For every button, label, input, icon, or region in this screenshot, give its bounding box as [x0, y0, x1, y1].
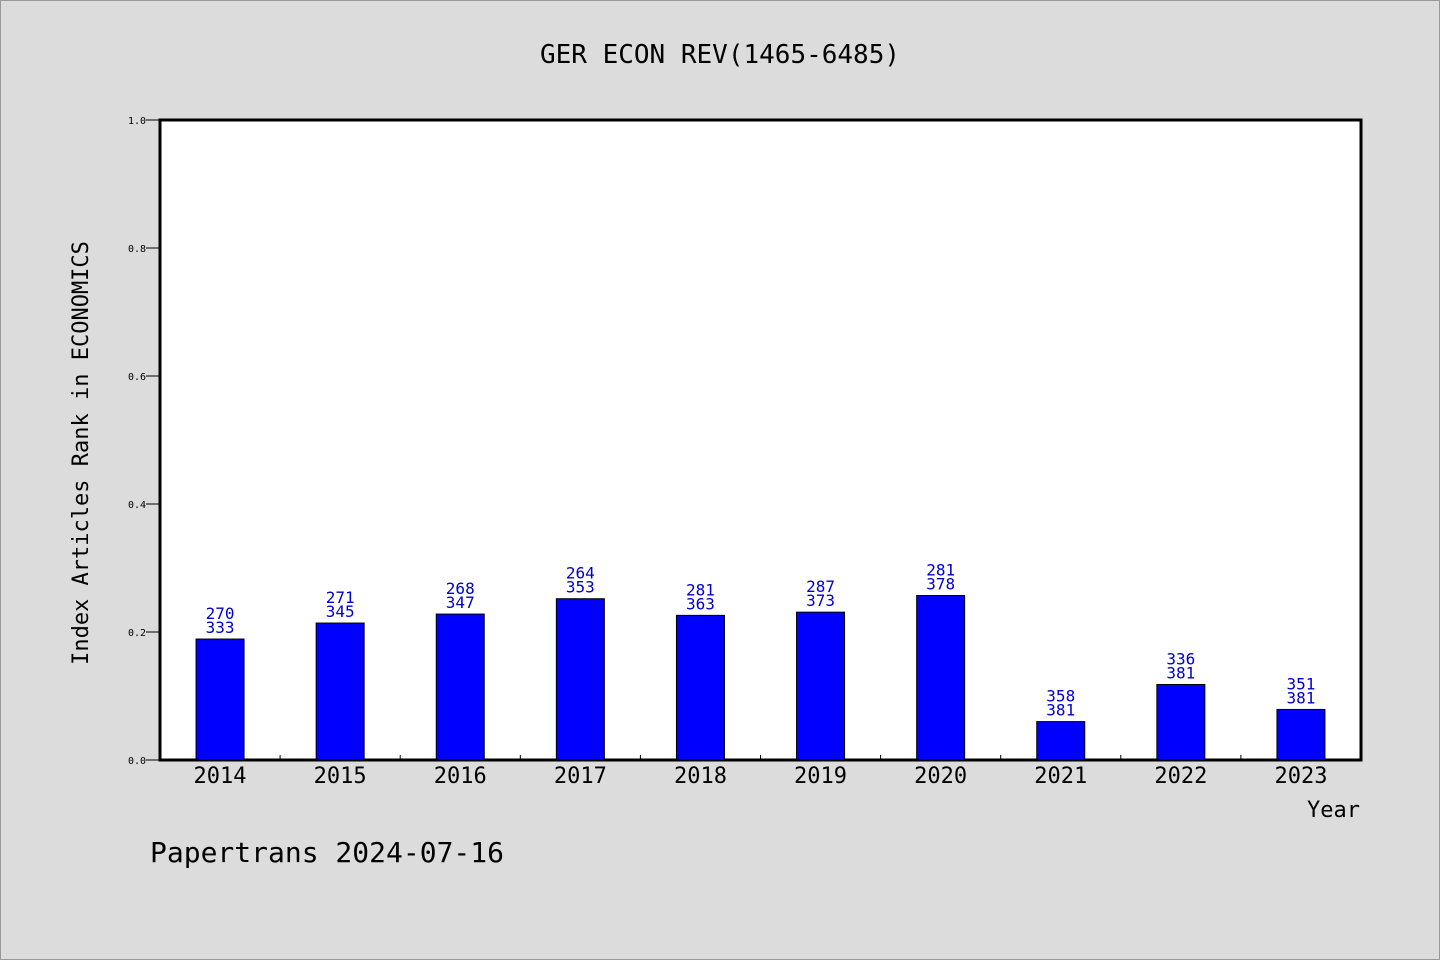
- y-tick-label: 0.4: [128, 500, 146, 511]
- bar: [555, 598, 605, 761]
- x-tick-label: 2019: [794, 764, 847, 789]
- y-axis: 0.0 0.2 0.4 0.6 0.8 1.0: [128, 116, 160, 767]
- x-tick-label: 2017: [554, 764, 607, 789]
- bar-rank-label: 358: [1046, 687, 1075, 706]
- bar-total-label: 333: [206, 618, 235, 637]
- x-tick-label: 2023: [1274, 764, 1327, 789]
- y-tick-label: 0.6: [128, 372, 146, 383]
- bar-rank-label: 270: [206, 604, 235, 623]
- bar-rank-label: 268: [446, 579, 475, 598]
- bar: [195, 638, 245, 761]
- bar: [435, 613, 485, 761]
- bar: [1156, 683, 1206, 761]
- y-tick-label: 1.0: [128, 116, 146, 127]
- bar: [315, 622, 365, 761]
- x-tick-label: 2020: [914, 764, 967, 789]
- x-tick-label: 2021: [1034, 764, 1087, 789]
- x-axis: 2014 2015 2016 2017 2018 2019 2020 2021 2022 2023: [194, 755, 1327, 789]
- bar: [675, 614, 725, 761]
- bar-total-label: 347: [446, 593, 475, 612]
- x-tick-label: 2014: [194, 764, 247, 789]
- bar-total-label: 381: [1046, 701, 1075, 720]
- x-tick-label: 2015: [314, 764, 367, 789]
- y-tick-label: 0.8: [128, 244, 146, 255]
- y-axis-label: Index Articles Rank in ECONOMICS: [69, 241, 94, 665]
- bar-total-label: 353: [566, 578, 595, 597]
- bar-total-label: 345: [326, 602, 355, 621]
- bar-rank-label: 281: [926, 561, 955, 580]
- bar-rank-label: 281: [686, 580, 715, 599]
- bar-total-label: 381: [1166, 663, 1195, 682]
- bar-rank-label: 271: [326, 588, 355, 607]
- bar-rank-label: 287: [806, 577, 835, 596]
- x-tick-label: 2018: [674, 764, 727, 789]
- chart-title: GER ECON REV(1465-6485): [540, 40, 900, 70]
- bar: [916, 595, 966, 761]
- bar-rank-label: 336: [1166, 649, 1195, 668]
- bar: [1276, 708, 1326, 761]
- bar-rank-label: 351: [1286, 674, 1315, 693]
- bar-rank-label: 264: [566, 564, 595, 583]
- bar-total-label: 363: [686, 594, 715, 613]
- bar-total-label: 381: [1286, 688, 1315, 707]
- x-tick-label: 2016: [434, 764, 487, 789]
- bar-total-label: 378: [926, 575, 955, 594]
- y-tick-label: 0.0: [128, 756, 146, 767]
- bar-total-label: 373: [806, 591, 835, 610]
- y-tick-label: 0.2: [128, 628, 146, 639]
- x-axis-label: Year: [1307, 798, 1360, 823]
- x-tick-label: 2022: [1154, 764, 1207, 789]
- bar: [1036, 721, 1086, 761]
- footer-text: Papertrans 2024-07-16: [150, 836, 504, 869]
- bar: [796, 611, 846, 761]
